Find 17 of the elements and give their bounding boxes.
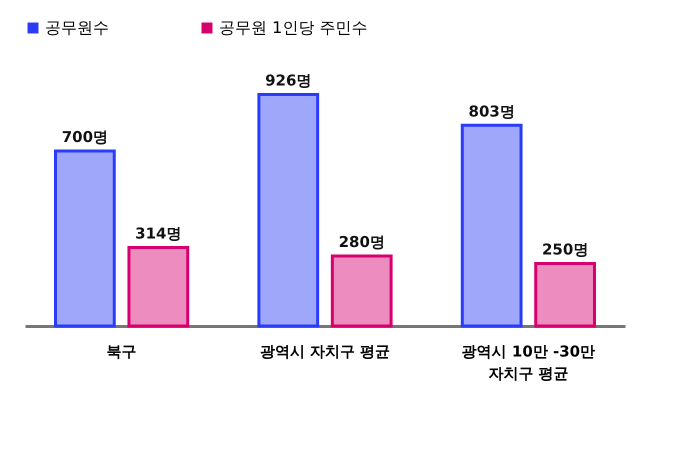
bar: [54, 150, 116, 328]
bar: [534, 262, 596, 328]
data-label: 926명: [265, 72, 312, 90]
bar: [257, 93, 320, 328]
legend-label: 공무원 1인당 주민수: [219, 18, 368, 37]
bar: [127, 246, 190, 328]
data-label: 803명: [468, 102, 515, 120]
x-tick-label: 북구: [106, 342, 137, 360]
bar: [330, 254, 393, 328]
data-label: 314명: [135, 224, 182, 242]
x-tick-label: 광역시 자치구 평균: [260, 342, 390, 360]
x-tick-label: 광역시 10만 -30만 자치구 평균: [462, 342, 596, 382]
data-label: 280명: [338, 233, 385, 251]
data-label: 250명: [542, 240, 588, 258]
data-label: 700명: [62, 128, 108, 146]
legend-label: 공무원수: [45, 18, 109, 37]
bar: [460, 124, 523, 328]
